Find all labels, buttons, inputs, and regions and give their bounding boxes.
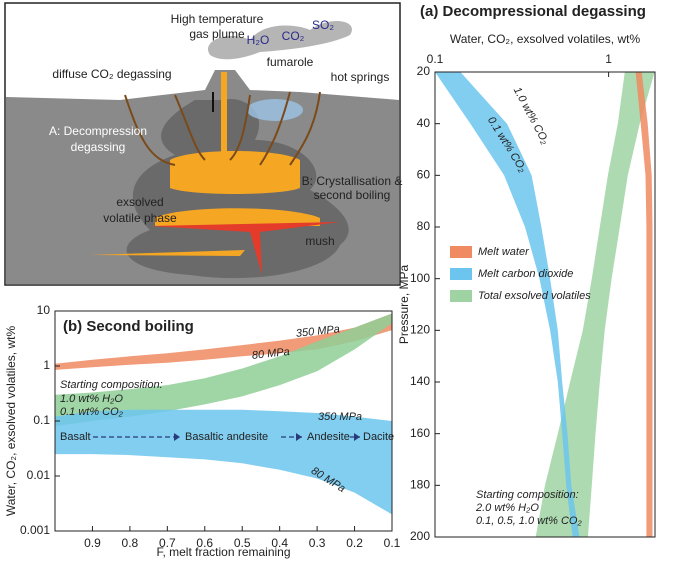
schematic-label: exsolved [116, 195, 163, 209]
stage-label: Andesite [307, 431, 350, 443]
schematic-label: CO₂ [282, 29, 305, 43]
band [55, 409, 392, 515]
plot-frame [434, 71, 656, 538]
y-tick-label: 0.01 [27, 468, 51, 482]
y-tick-label: 1 [43, 358, 50, 372]
y-tick-label: 0.1 [33, 413, 50, 427]
annotation: 350 MPa [295, 323, 340, 340]
x-tick-label: 0.4 [271, 536, 288, 550]
y-axis-label: Water, CO₂, exsolved volatiles, wt% [4, 326, 18, 517]
y-axis-label: Pressure, MPa [397, 264, 411, 344]
x-tick-label: 0.1 [384, 536, 401, 550]
y-tick-label: 140 [410, 374, 430, 388]
schematic-label: H₂O [247, 33, 270, 47]
gas-plume [208, 20, 352, 60]
arrow-head [354, 433, 360, 441]
stage-label: Dacite [363, 431, 394, 443]
legend-swatch [450, 268, 472, 280]
lower-chamber [155, 208, 320, 226]
schematic-label: gas plume [189, 27, 245, 41]
schematic-label: B: Crystallisation & [302, 174, 403, 188]
band [435, 72, 580, 537]
legend-swatch [450, 290, 472, 302]
chart-title: (b) Second boiling [63, 318, 194, 335]
y-tick-label: 60 [417, 168, 431, 182]
schematic-label: degassing [71, 140, 126, 154]
schematic-label: mush [305, 234, 334, 248]
hot-spring-aquifer [247, 99, 303, 121]
annotation: 1.0 wt% H₂O [60, 393, 123, 405]
arrow-head [296, 433, 302, 441]
annotation: 2.0 wt% H₂O [475, 502, 539, 514]
x-tick-label: 1 [605, 52, 612, 66]
schematic-label: diffuse CO₂ degassing [52, 67, 171, 81]
band [55, 313, 392, 427]
x-tick-label: 0.2 [346, 536, 363, 550]
deep-sill [90, 250, 245, 256]
annotation: Starting composition: [60, 379, 163, 391]
schematic-label: volatile phase [103, 211, 177, 225]
y-tick-label: 200 [410, 529, 430, 543]
schematic [4, 2, 401, 286]
annotation: 350 MPa [318, 411, 362, 423]
y-tick-label: 120 [410, 323, 430, 337]
x-tick-label: 0.1 [427, 52, 444, 66]
schematic-label: hot springs [331, 70, 390, 84]
x-tick-label: 0.7 [159, 536, 176, 550]
arrow-head [174, 433, 180, 441]
y-tick-label: 160 [410, 426, 430, 440]
annotation: 0.1 wt% CO₂ [60, 406, 124, 418]
x-tick-label: 0.3 [309, 536, 326, 550]
stage-label: Basaltic andesite [185, 431, 268, 443]
x-tick-label: 0.8 [122, 536, 139, 550]
conduit [221, 72, 227, 152]
schematic-label: second boiling [314, 188, 391, 202]
x-tick-label: 0.6 [196, 536, 213, 550]
y-tick-label: 0.001 [20, 523, 50, 537]
x-tick-label: 0.9 [84, 536, 101, 550]
legend-swatch [450, 246, 472, 258]
fluid-pathways [124, 91, 321, 166]
y-tick-label: 40 [417, 116, 431, 130]
annotation: 80 MPa [251, 346, 290, 362]
y-tick-label: 180 [410, 478, 430, 492]
legend-label: Melt water [478, 246, 530, 258]
annotation: 0.1, 0.5, 1.0 wt% CO₂ [476, 515, 582, 527]
y-tick-label: 20 [417, 64, 431, 78]
stage-label: Basalt [60, 431, 91, 443]
chart-title: (a) Decompressional degassing [420, 3, 646, 20]
annotation: 1.0 wt% CO₂ [511, 85, 551, 147]
legend-label: Total exsolved volatiles [478, 290, 591, 302]
band [635, 72, 653, 537]
x-axis-label: Water, CO₂, exsolved volatiles, wt% [450, 32, 641, 46]
y-tick-label: 10 [37, 303, 51, 317]
schematic-label: SO₂ [312, 18, 334, 32]
x-axis-label: F, melt fraction remaining [156, 545, 290, 559]
upper-chamber [170, 151, 300, 194]
schematic-label: High temperature [171, 12, 264, 26]
x-tick-label: 0.5 [234, 536, 251, 550]
schematic-label: fumarole [267, 55, 314, 69]
legend-label: Melt carbon dioxide [478, 268, 573, 280]
schematic-label: A: Decompression [49, 124, 147, 138]
annotation: Starting composition: [476, 489, 579, 501]
y-tick-label: 80 [417, 219, 431, 233]
band [55, 313, 392, 370]
y-tick-label: 100 [410, 271, 430, 285]
